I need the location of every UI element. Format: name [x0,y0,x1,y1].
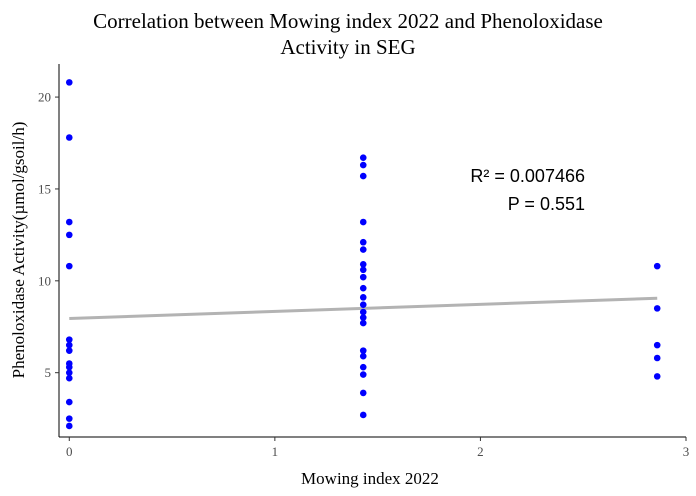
x-axis-ticks: 0 1 2 3 [66,437,689,459]
y-tick-label: 20 [38,90,51,105]
data-point [359,172,367,180]
data-point [359,371,367,378]
data-point [359,363,367,371]
data-point [359,154,367,162]
data-point [65,369,73,376]
data-point [653,373,661,380]
data-point [359,260,367,268]
y-tick-label: 15 [38,181,51,196]
data-point [359,319,367,327]
data-point [65,363,73,371]
data-point [65,341,73,349]
data-point [359,266,367,274]
y-tick-label: 10 [38,273,51,288]
data-point [359,273,367,281]
data-point [359,389,367,397]
x-axis-label: Mowing index 2022 [301,469,439,488]
x-tick-label: 0 [66,444,73,459]
data-point [359,308,367,316]
x-tick-label: 3 [683,444,690,459]
regression-line [69,296,658,320]
y-axis-ticks: 5 10 15 20 [38,90,59,380]
data-point [359,314,367,321]
data-point [65,231,73,239]
r-squared-annotation: R² = 0.007466 [470,166,585,186]
data-points [65,79,661,430]
data-point [65,415,73,422]
data-point [359,238,367,246]
data-point [653,262,661,270]
data-point [359,294,367,301]
data-point [653,354,661,362]
y-axis-label: Phenoloxidase Activity(µmol/gsoil/h) [9,122,28,379]
data-point [359,411,367,419]
data-point [359,352,367,360]
x-tick-label: 2 [477,444,484,459]
chart-title: Correlation between Mowing index 2022 an… [93,9,603,33]
data-point [65,398,73,406]
data-point [65,218,73,226]
data-point [359,161,367,169]
data-point [359,347,367,354]
data-point [65,374,73,382]
data-point [65,134,73,141]
data-point [359,246,367,253]
y-tick-label: 5 [45,365,52,380]
regression-line-group [69,296,658,320]
p-value-annotation: P = 0.551 [508,194,585,214]
data-point [65,79,73,86]
chart-title-line2: Activity in SEG [280,35,415,59]
data-point [359,218,367,226]
data-point [653,341,661,349]
data-point [65,422,73,430]
data-point [65,262,73,270]
data-point [65,336,73,343]
x-tick-label: 1 [272,444,279,459]
data-point [359,301,367,309]
data-point [359,284,367,292]
data-point [653,305,661,312]
data-point [65,347,73,354]
